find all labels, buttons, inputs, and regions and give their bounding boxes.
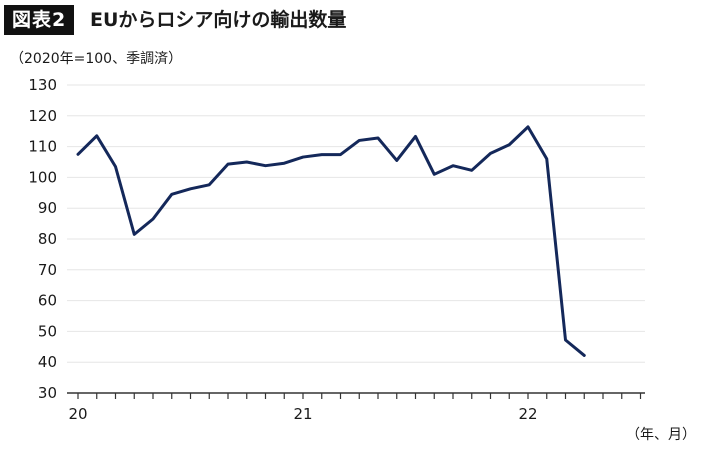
y-tick-label: 120 [28, 107, 57, 125]
chart-title: EUからロシア向けの輸出数量 [90, 9, 347, 31]
data-point [133, 233, 136, 236]
figure-tag: 図表2 [4, 5, 75, 35]
data-point [95, 135, 98, 137]
x-tick-label: 20 [68, 405, 87, 423]
y-tick-label: 90 [38, 199, 57, 217]
data-point [208, 183, 211, 186]
data-point [470, 169, 473, 172]
data-point [227, 163, 229, 165]
x-axis: 20 21 22 [67, 392, 645, 423]
data-point [77, 153, 79, 156]
data-point [152, 218, 154, 220]
data-point [377, 137, 379, 139]
data-point [170, 193, 173, 196]
data-point [114, 165, 117, 168]
y-tick-label: 130 [28, 76, 57, 94]
y-tick-label: 40 [38, 353, 57, 371]
data-point [433, 173, 436, 176]
data-point [320, 153, 323, 156]
data-point [489, 152, 492, 155]
data-point [283, 162, 286, 165]
data-point [527, 126, 529, 128]
y-tick-label: 110 [28, 138, 57, 156]
y-tick-label: 80 [38, 230, 57, 248]
data-point [245, 161, 248, 163]
x-axis-unit-label: （年、月） [626, 427, 696, 443]
data-point [395, 159, 398, 162]
data-point [358, 139, 361, 142]
y-tick-label: 70 [38, 261, 57, 279]
data-point [508, 143, 511, 146]
data-point [564, 339, 567, 341]
y-tick-label: 50 [38, 322, 57, 340]
y-axis-ticks: 30 40 50 60 70 80 90 100 110 120 130 [28, 76, 57, 402]
y-tick-label: 60 [38, 292, 57, 310]
data-point [264, 164, 267, 167]
data-point [339, 153, 342, 156]
y-axis-unit-label: （2020年=100、季調済） [10, 51, 183, 67]
data-point [545, 158, 548, 160]
y-tick-label: 100 [28, 168, 57, 186]
series-group [76, 125, 586, 357]
data-point [583, 354, 586, 357]
gridlines [67, 84, 645, 363]
y-tick-label: 30 [38, 384, 57, 402]
data-point [189, 187, 192, 190]
x-tick-label: 21 [293, 405, 312, 423]
series-line [76, 125, 586, 357]
data-point [302, 156, 304, 158]
data-point [414, 135, 417, 138]
x-tick-label: 22 [518, 405, 537, 423]
data-point [452, 164, 454, 167]
